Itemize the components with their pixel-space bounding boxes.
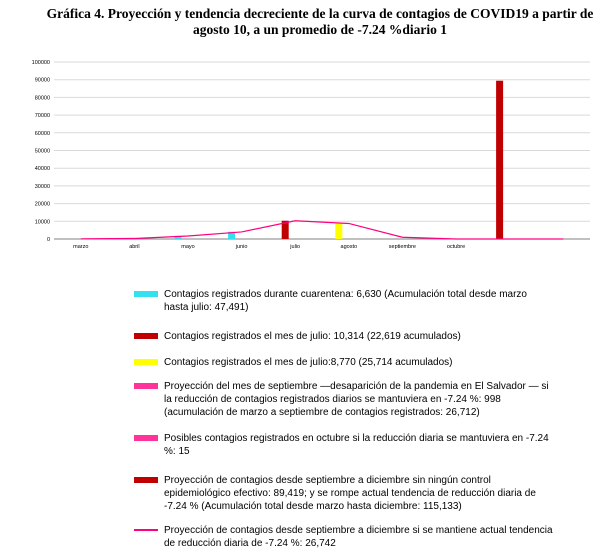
- legend-label: Contagios registrados durante cuarentena…: [164, 289, 527, 313]
- y-tick-label: 20000: [35, 202, 50, 208]
- legend-label: Contagios registrados el mes de julio:8,…: [164, 357, 453, 368]
- y-tick-label: 10000: [35, 219, 50, 225]
- x-tick-label: julio: [289, 244, 300, 250]
- y-tick-label: 80000: [35, 95, 50, 101]
- legend-swatch: [134, 359, 158, 365]
- y-tick-label: 100000: [32, 60, 50, 66]
- legend-label: Posibles contagios registrados en octubr…: [164, 433, 549, 457]
- legend-swatch: [134, 333, 158, 339]
- legend-swatch: [134, 383, 158, 389]
- legend-label: Proyección de contagios desde septiembre…: [164, 525, 553, 549]
- legend-swatch: [134, 435, 158, 441]
- x-tick-label: septiembre: [389, 244, 416, 250]
- projection-line: [80, 220, 564, 240]
- x-tick-label: octubre: [447, 244, 465, 250]
- y-tick-label: 60000: [35, 131, 50, 137]
- legend-swatch: [134, 477, 158, 483]
- bar: [174, 235, 182, 239]
- chart-plot: 0 10000 20000 30000 40000 50000 60000 70000 8000…: [32, 60, 590, 250]
- x-tick-label: agosto: [341, 244, 358, 250]
- y-tick-label: 90000: [35, 78, 50, 84]
- x-tick-label: junio: [235, 244, 248, 250]
- bar: [228, 231, 236, 239]
- y-tick-label: 30000: [35, 184, 50, 190]
- legend-label: Proyección del mes de septiembre —desapa…: [164, 381, 549, 418]
- bar: [496, 80, 504, 240]
- legend-swatch: [134, 291, 158, 297]
- y-tick-label: 50000: [35, 149, 50, 155]
- bar: [335, 223, 343, 239]
- bar: [281, 220, 289, 239]
- y-tick-label: 40000: [35, 166, 50, 172]
- x-tick-label: mayo: [181, 244, 194, 250]
- x-tick-label: marzo: [73, 244, 88, 250]
- x-tick-label: abril: [129, 244, 139, 250]
- legend-label: Proyección de contagios desde septiembre…: [164, 475, 536, 512]
- chart-title: Gráfica 4. Proyección y tendencia decrec…: [46, 6, 594, 37]
- legend-label: Contagios registrados el mes de julio: 1…: [164, 331, 461, 342]
- y-tick-label: 70000: [35, 113, 50, 119]
- y-tick-label: 0: [47, 237, 50, 243]
- legend-swatch: [134, 529, 158, 531]
